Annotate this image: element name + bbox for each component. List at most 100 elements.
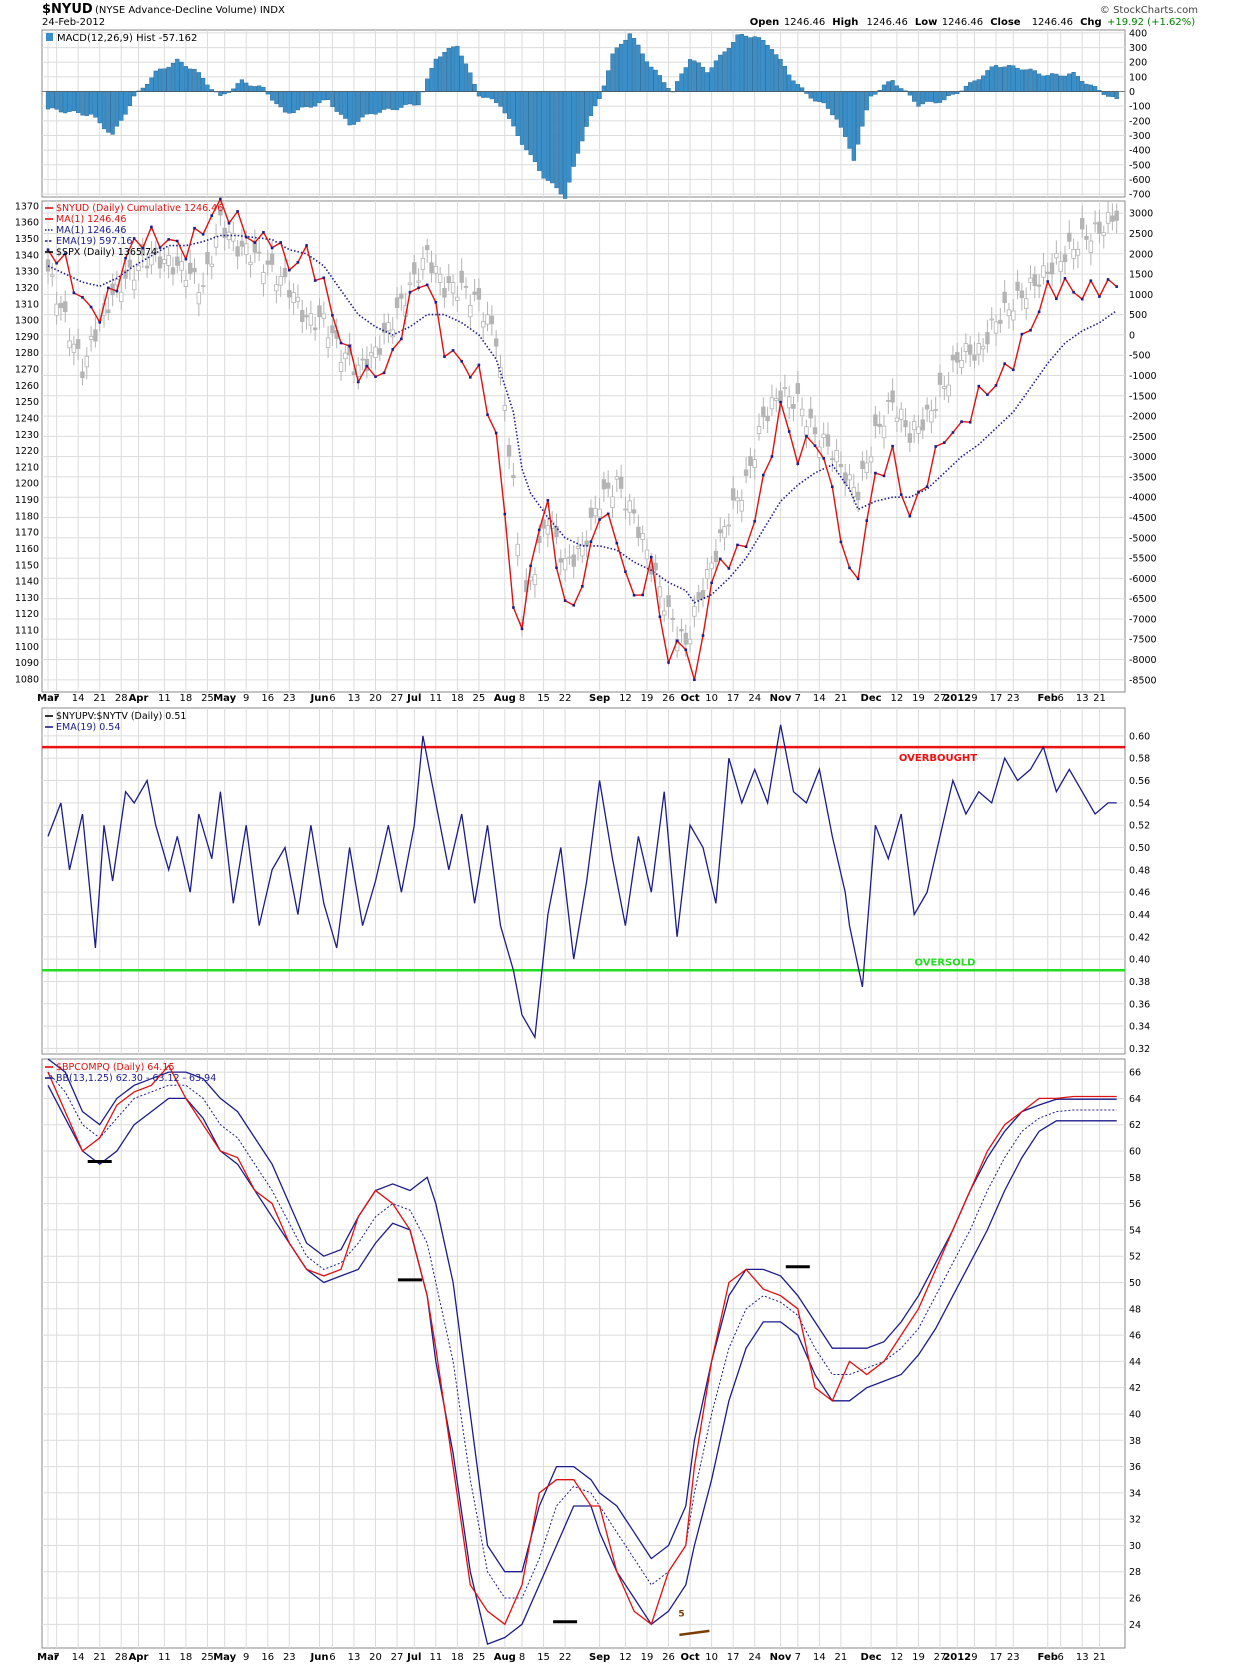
x-tick-label: 17 [727,1652,740,1663]
spx-candle [330,325,335,334]
spx-candle [730,488,736,501]
macd-hist-bar [808,91,813,99]
left-tick-label: 1130 [15,593,39,604]
left-tick-label: 1210 [15,462,39,473]
brand-logo[interactable]: © StockCharts.com [1100,5,1198,16]
x-tick-label: 14 [72,1652,85,1663]
spx-candle [631,509,637,514]
macd-hist-bar [1101,91,1106,95]
spx-candle [166,254,171,266]
macd-hist-bar [584,91,589,127]
y-tick-label: 0.52 [1129,821,1150,832]
macd-hist-bar [899,88,904,92]
x-tick-label: 18 [451,1652,464,1663]
macd-hist-bar [369,91,374,114]
macd-hist-bar [769,49,775,92]
macd-hist-bar [1084,83,1089,92]
spx-candle [808,408,813,419]
spx-candle [640,533,645,540]
spx-candle [847,474,852,481]
y-tick-label: -2000 [1129,412,1157,423]
macd-hist-bar [593,91,598,107]
y-tick-label: -200 [1129,116,1151,127]
x-tick-label: Nov [770,1652,792,1663]
cumulative-point [572,603,576,607]
left-tick-label: 1360 [15,218,39,229]
spx-candle [93,329,98,342]
macd-hist-bar [218,91,223,96]
cumulative-point [994,384,998,387]
macd-hist-bar [1093,86,1098,92]
cumulative-point [417,286,420,290]
macd-hist-bar [610,53,615,92]
spx-candle [985,332,990,345]
macd-hist-bar [1002,66,1007,92]
left-tick-label: 1370 [15,201,39,212]
spx-candle [119,291,124,302]
macd-hist-bar [347,91,352,126]
cumulative-point [632,593,636,597]
cumulative-point [1046,280,1050,283]
macd-hist-bar [1054,73,1059,92]
spx-candle [218,209,223,216]
spx-candle [924,404,930,410]
spx-candle [183,279,189,287]
cumulative-point [1011,368,1015,372]
cumulative-point [951,431,955,434]
spx-candle [188,262,193,274]
spx-candle [291,292,296,304]
macd-hist-bar [821,91,826,104]
macd-hist-bar [114,91,120,127]
macd-hist-bar [700,66,706,92]
macd-hist-bar [614,47,619,92]
macd-hist-bar [709,67,714,92]
cumulative-point [624,570,627,573]
macd-hist-bar [834,91,839,120]
spx-candle [433,266,439,274]
cumulative-point [193,226,196,230]
cumulative-point [339,341,343,345]
y-tick-label: 50 [1129,1278,1141,1289]
macd-hist-bar [1080,81,1085,92]
spx-candle [472,291,477,295]
x-tick-label: Sep [589,1652,610,1663]
nyud-panel: 3000 2500 2000 1500 1000 500 0 -500 -1000 -1500 -2… [15,197,1157,693]
spx-candle [614,476,620,480]
cumulative-point [296,261,300,264]
spx-candle [601,479,607,490]
spx-candle [571,554,576,567]
macd-hist-bar [575,91,581,154]
spx-candle [192,267,197,273]
cumulative-point [486,413,489,416]
macd-hist-bar [812,91,818,102]
spx-candle [442,287,447,298]
macd-hist-bar [571,91,576,167]
macd-hist-bar [765,45,770,92]
y-tick-label: -8500 [1129,675,1157,686]
cumulative-point [98,320,102,324]
x-tick-label: 11 [158,1652,171,1663]
x-tick-label: 11 [429,1652,442,1663]
cumulative-point [107,286,110,290]
macd-hist-bar [274,91,279,105]
macd-hist-bar [338,91,344,115]
spx-candle [312,327,318,331]
spx-candle [1045,271,1050,274]
cumulative-point [848,566,851,570]
x-tick-label: 25 [201,693,214,704]
x-tick-label: 8 [519,693,525,704]
cumulative-point [1020,332,1024,336]
macd-hist-bar [364,91,369,115]
spx-candle [700,590,706,599]
y-tick-label: 2500 [1129,229,1153,240]
spx-candle [71,343,77,353]
cumulative-point [641,593,644,597]
macd-hist-bar [666,88,671,92]
nyud-frame [41,200,1126,693]
spx-candle [58,302,64,309]
spx-candle [317,305,322,318]
macd-hist-bar [1045,75,1050,92]
spx-candle [1071,249,1076,259]
left-tick-label: 1250 [15,397,39,408]
cumulative-point [977,384,981,388]
